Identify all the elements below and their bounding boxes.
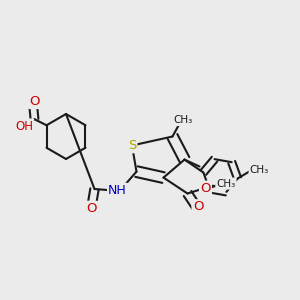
Text: NH: NH xyxy=(108,184,127,197)
Text: O: O xyxy=(200,182,211,195)
Text: O: O xyxy=(86,202,97,215)
Text: O: O xyxy=(29,95,40,108)
Text: OH: OH xyxy=(15,120,33,133)
Text: CH₃: CH₃ xyxy=(250,164,269,175)
Text: CH₃: CH₃ xyxy=(216,178,236,189)
Text: CH₃: CH₃ xyxy=(173,115,193,125)
Text: S: S xyxy=(128,139,136,152)
Text: O: O xyxy=(193,200,203,214)
